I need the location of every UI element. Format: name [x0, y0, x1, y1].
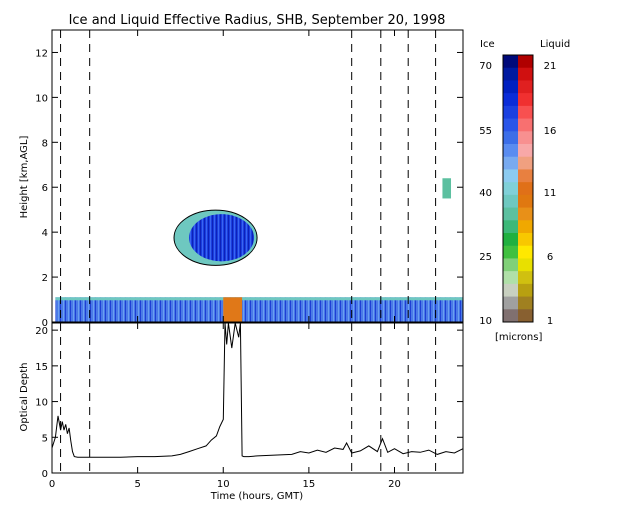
colorbar-liquid-swatch: [518, 258, 533, 272]
colorbar-ice-tick: 25: [479, 252, 492, 263]
low-cloud-top-edge: [55, 297, 463, 301]
xlabel: Time (hours, GMT): [210, 491, 304, 502]
colorbar-ice-swatch: [503, 169, 518, 183]
top-ytick-label: 6: [42, 183, 48, 194]
low-cloud-layer: [55, 297, 463, 322]
colorbar-ice-swatch: [503, 118, 518, 132]
colorbar-ice-tick: 55: [479, 126, 492, 137]
bottom-ylabel: Optical Depth: [19, 363, 30, 432]
bottom-ytick-label: 0: [42, 469, 48, 480]
top-ytick-label: 4: [42, 228, 48, 239]
bottom-ytick-label: 10: [35, 398, 48, 409]
colorbar-ice-swatch: [503, 105, 518, 120]
colorbar-ice-tick: 70: [479, 61, 492, 72]
effective-radius-field: [55, 30, 463, 322]
optical-depth-panel: [52, 323, 463, 473]
colorbar-liquid-swatch: [518, 169, 533, 183]
colorbar-ice-swatch: [503, 258, 518, 272]
xtick-label: 5: [134, 479, 140, 490]
colorbar-ice-swatch: [503, 220, 518, 234]
colorbar-ice-swatch: [503, 93, 518, 107]
colorbar-liquid-swatch: [518, 93, 533, 107]
colorbar-liquid-swatch: [518, 194, 533, 209]
colorbar-liquid-swatch: [518, 271, 533, 285]
top-ytick-label: 12: [35, 48, 48, 59]
colorbar-liquid-swatch: [518, 309, 533, 323]
top-y-axis: 0 2 4 6 8 10 12: [35, 48, 463, 329]
colorbar-liquid-tick: 21: [544, 61, 557, 72]
colorbar-ice-swatch: [503, 55, 518, 69]
colorbar-liquid-swatch: [518, 182, 533, 196]
colorbar-ice-swatch: [503, 271, 518, 285]
colorbar-liquid-swatch: [518, 80, 533, 94]
x-axis: 0 5 10 15 20: [49, 30, 401, 490]
colorbar-liquid-swatch: [518, 233, 533, 247]
top-ytick-label: 0: [42, 318, 48, 329]
small-patch-near-23h: [442, 178, 452, 199]
colorbar-ice-swatch: [503, 80, 518, 94]
colorbar-frame: [502, 54, 534, 323]
colorbar-ice-swatch: [503, 233, 518, 247]
colorbar-ice-swatch: [503, 144, 518, 158]
top-panel-frame: [51, 29, 464, 323]
chart-title: Ice and Liquid Effective Radius, SHB, Se…: [69, 13, 446, 28]
colorbar-liquid-swatch: [518, 220, 533, 234]
colorbar-ice-swatch: [503, 207, 518, 221]
colorbar-liquid-swatch: [518, 131, 533, 145]
top-ytick-label: 2: [42, 273, 48, 284]
bottom-ytick-label: 5: [42, 433, 48, 444]
colorbar-liquid-label: Liquid: [540, 39, 570, 50]
bottom-y-axis: 0 5 10 15 20: [35, 326, 463, 480]
liquid-patch-near-10h: [223, 297, 243, 322]
colorbar-units: [microns]: [495, 332, 542, 343]
colorbar-ice-swatch: [503, 156, 518, 170]
xtick-label: 15: [303, 479, 316, 490]
bottom-ytick-label: 15: [35, 362, 48, 373]
colorbar-ice-tick: 10: [479, 316, 492, 327]
colorbar-ice-tick: 40: [479, 188, 492, 199]
xtick-label: 0: [49, 479, 55, 490]
colorbar-ice-label: Ice: [480, 39, 495, 50]
colorbar-liquid-swatch: [518, 245, 533, 259]
colorbar: Ice Liquid [microns] 70 55 40 25 10 21 16 11 6 1: [479, 39, 570, 343]
colorbar-liquid-swatch: [518, 105, 533, 120]
colorbar-liquid-swatch: [518, 207, 533, 221]
colorbar-liquid-swatch: [518, 67, 533, 81]
top-ylabel: Height [km,AGL]: [19, 136, 30, 219]
colorbar-ice-swatch: [503, 309, 518, 323]
xtick-label: 10: [217, 479, 230, 490]
colorbar-liquid-swatch: [518, 156, 533, 170]
colorbar-ice-swatch: [503, 283, 518, 298]
colorbar-liquid-tick: 1: [547, 316, 553, 327]
colorbar-liquid-swatch: [518, 55, 533, 69]
colorbar-ice-swatch: [503, 296, 518, 310]
bottom-ytick-label: 20: [35, 326, 48, 337]
top-ytick-label: 10: [35, 93, 48, 104]
colorbar-liquid-swatch: [518, 283, 533, 298]
colorbar-liquid-swatch: [518, 296, 533, 310]
xtick-label: 20: [388, 479, 401, 490]
colorbar-ice-swatch: [503, 182, 518, 196]
colorbar-ice-swatch: [503, 194, 518, 209]
top-ytick-label: 8: [42, 138, 48, 149]
colorbar-liquid-swatch: [518, 144, 533, 158]
colorbar-ice-swatch: [503, 131, 518, 145]
colorbar-liquid-tick: 6: [547, 252, 553, 263]
colorbar-ice-swatch: [503, 245, 518, 259]
colorbar-liquid-tick: 11: [544, 188, 557, 199]
optical-depth-line: [52, 323, 463, 458]
colorbar-ice-swatch: [503, 67, 518, 81]
colorbar-liquid-tick: 16: [544, 126, 557, 137]
colorbar-liquid-swatch: [518, 118, 533, 132]
bottom-panel-frame: [51, 322, 464, 474]
mid-level-ice-cloud: [189, 214, 255, 262]
